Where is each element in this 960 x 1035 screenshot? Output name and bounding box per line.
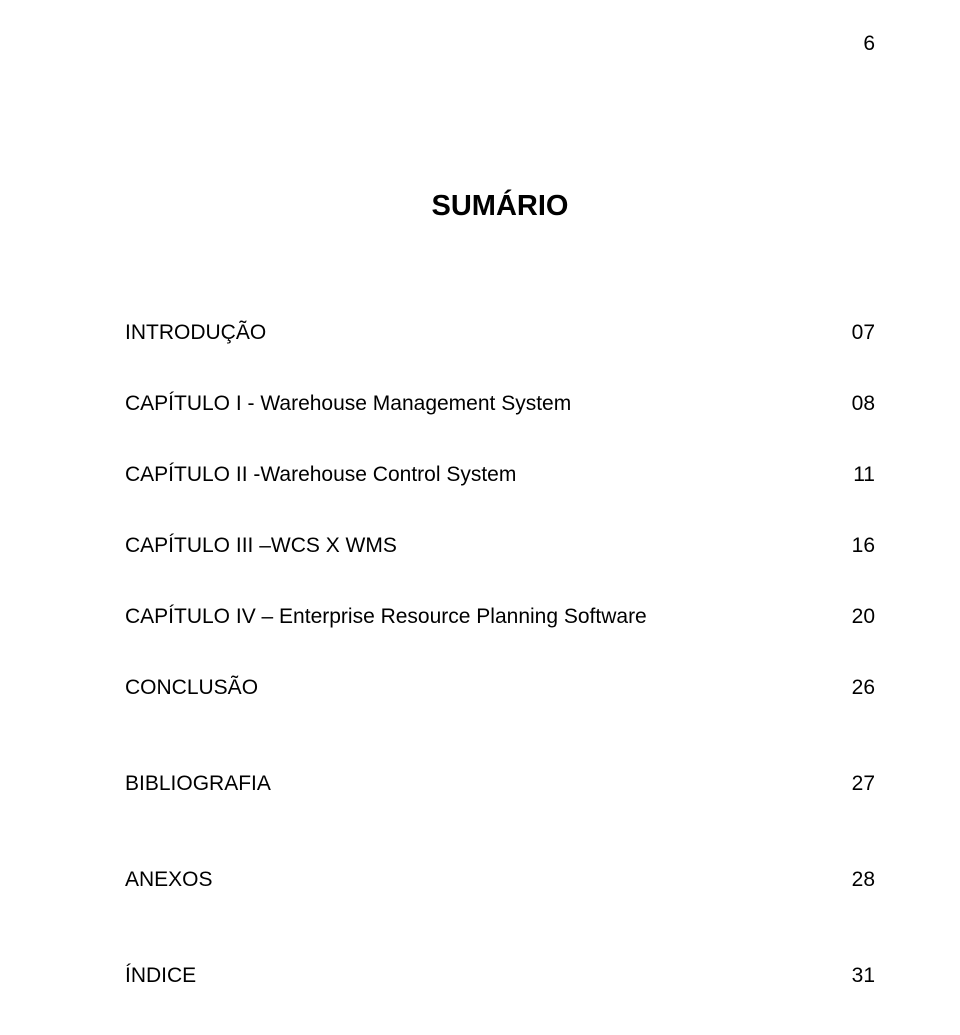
- toc-page-number: 31: [852, 964, 875, 988]
- toc-entry: INTRODUÇÃO 07: [125, 321, 875, 345]
- toc-label: CONCLUSÃO: [125, 676, 852, 700]
- toc-entry: CAPÍTULO II -Warehouse Control System 11: [125, 463, 875, 487]
- toc-page-number: 08: [852, 392, 875, 416]
- toc-entry: ANEXOS 28: [125, 868, 875, 892]
- toc-page-number: 28: [852, 868, 875, 892]
- toc-page-number: 11: [853, 463, 875, 487]
- toc-entry: CAPÍTULO I - Warehouse Management System…: [125, 392, 875, 416]
- toc-page-number: 26: [852, 676, 875, 700]
- toc-label: ÍNDICE: [125, 964, 852, 988]
- toc-label: BIBLIOGRAFIA: [125, 772, 852, 796]
- toc-page-number: 07: [852, 321, 875, 345]
- toc-entry: CAPÍTULO III –WCS X WMS 16: [125, 534, 875, 558]
- toc-label: CAPÍTULO IV – Enterprise Resource Planni…: [125, 605, 852, 629]
- page-title: SUMÁRIO: [125, 190, 875, 223]
- toc-entry: CONCLUSÃO 26: [125, 676, 875, 700]
- toc-entry: ÍNDICE 31: [125, 964, 875, 988]
- toc-label: CAPÍTULO III –WCS X WMS: [125, 534, 852, 558]
- toc-label: CAPÍTULO II -Warehouse Control System: [125, 463, 853, 487]
- toc-label: ANEXOS: [125, 868, 852, 892]
- toc-page-number: 20: [852, 605, 875, 629]
- toc-page-number: 27: [852, 772, 875, 796]
- document-content: SUMÁRIO INTRODUÇÃO 07 CAPÍTULO I - Wareh…: [125, 190, 875, 1035]
- toc-page-number: 16: [852, 534, 875, 558]
- toc-label: CAPÍTULO I - Warehouse Management System: [125, 392, 852, 416]
- toc-label: INTRODUÇÃO: [125, 321, 852, 345]
- page-number: 6: [863, 32, 875, 56]
- toc-entry: CAPÍTULO IV – Enterprise Resource Planni…: [125, 605, 875, 629]
- toc-entry: BIBLIOGRAFIA 27: [125, 772, 875, 796]
